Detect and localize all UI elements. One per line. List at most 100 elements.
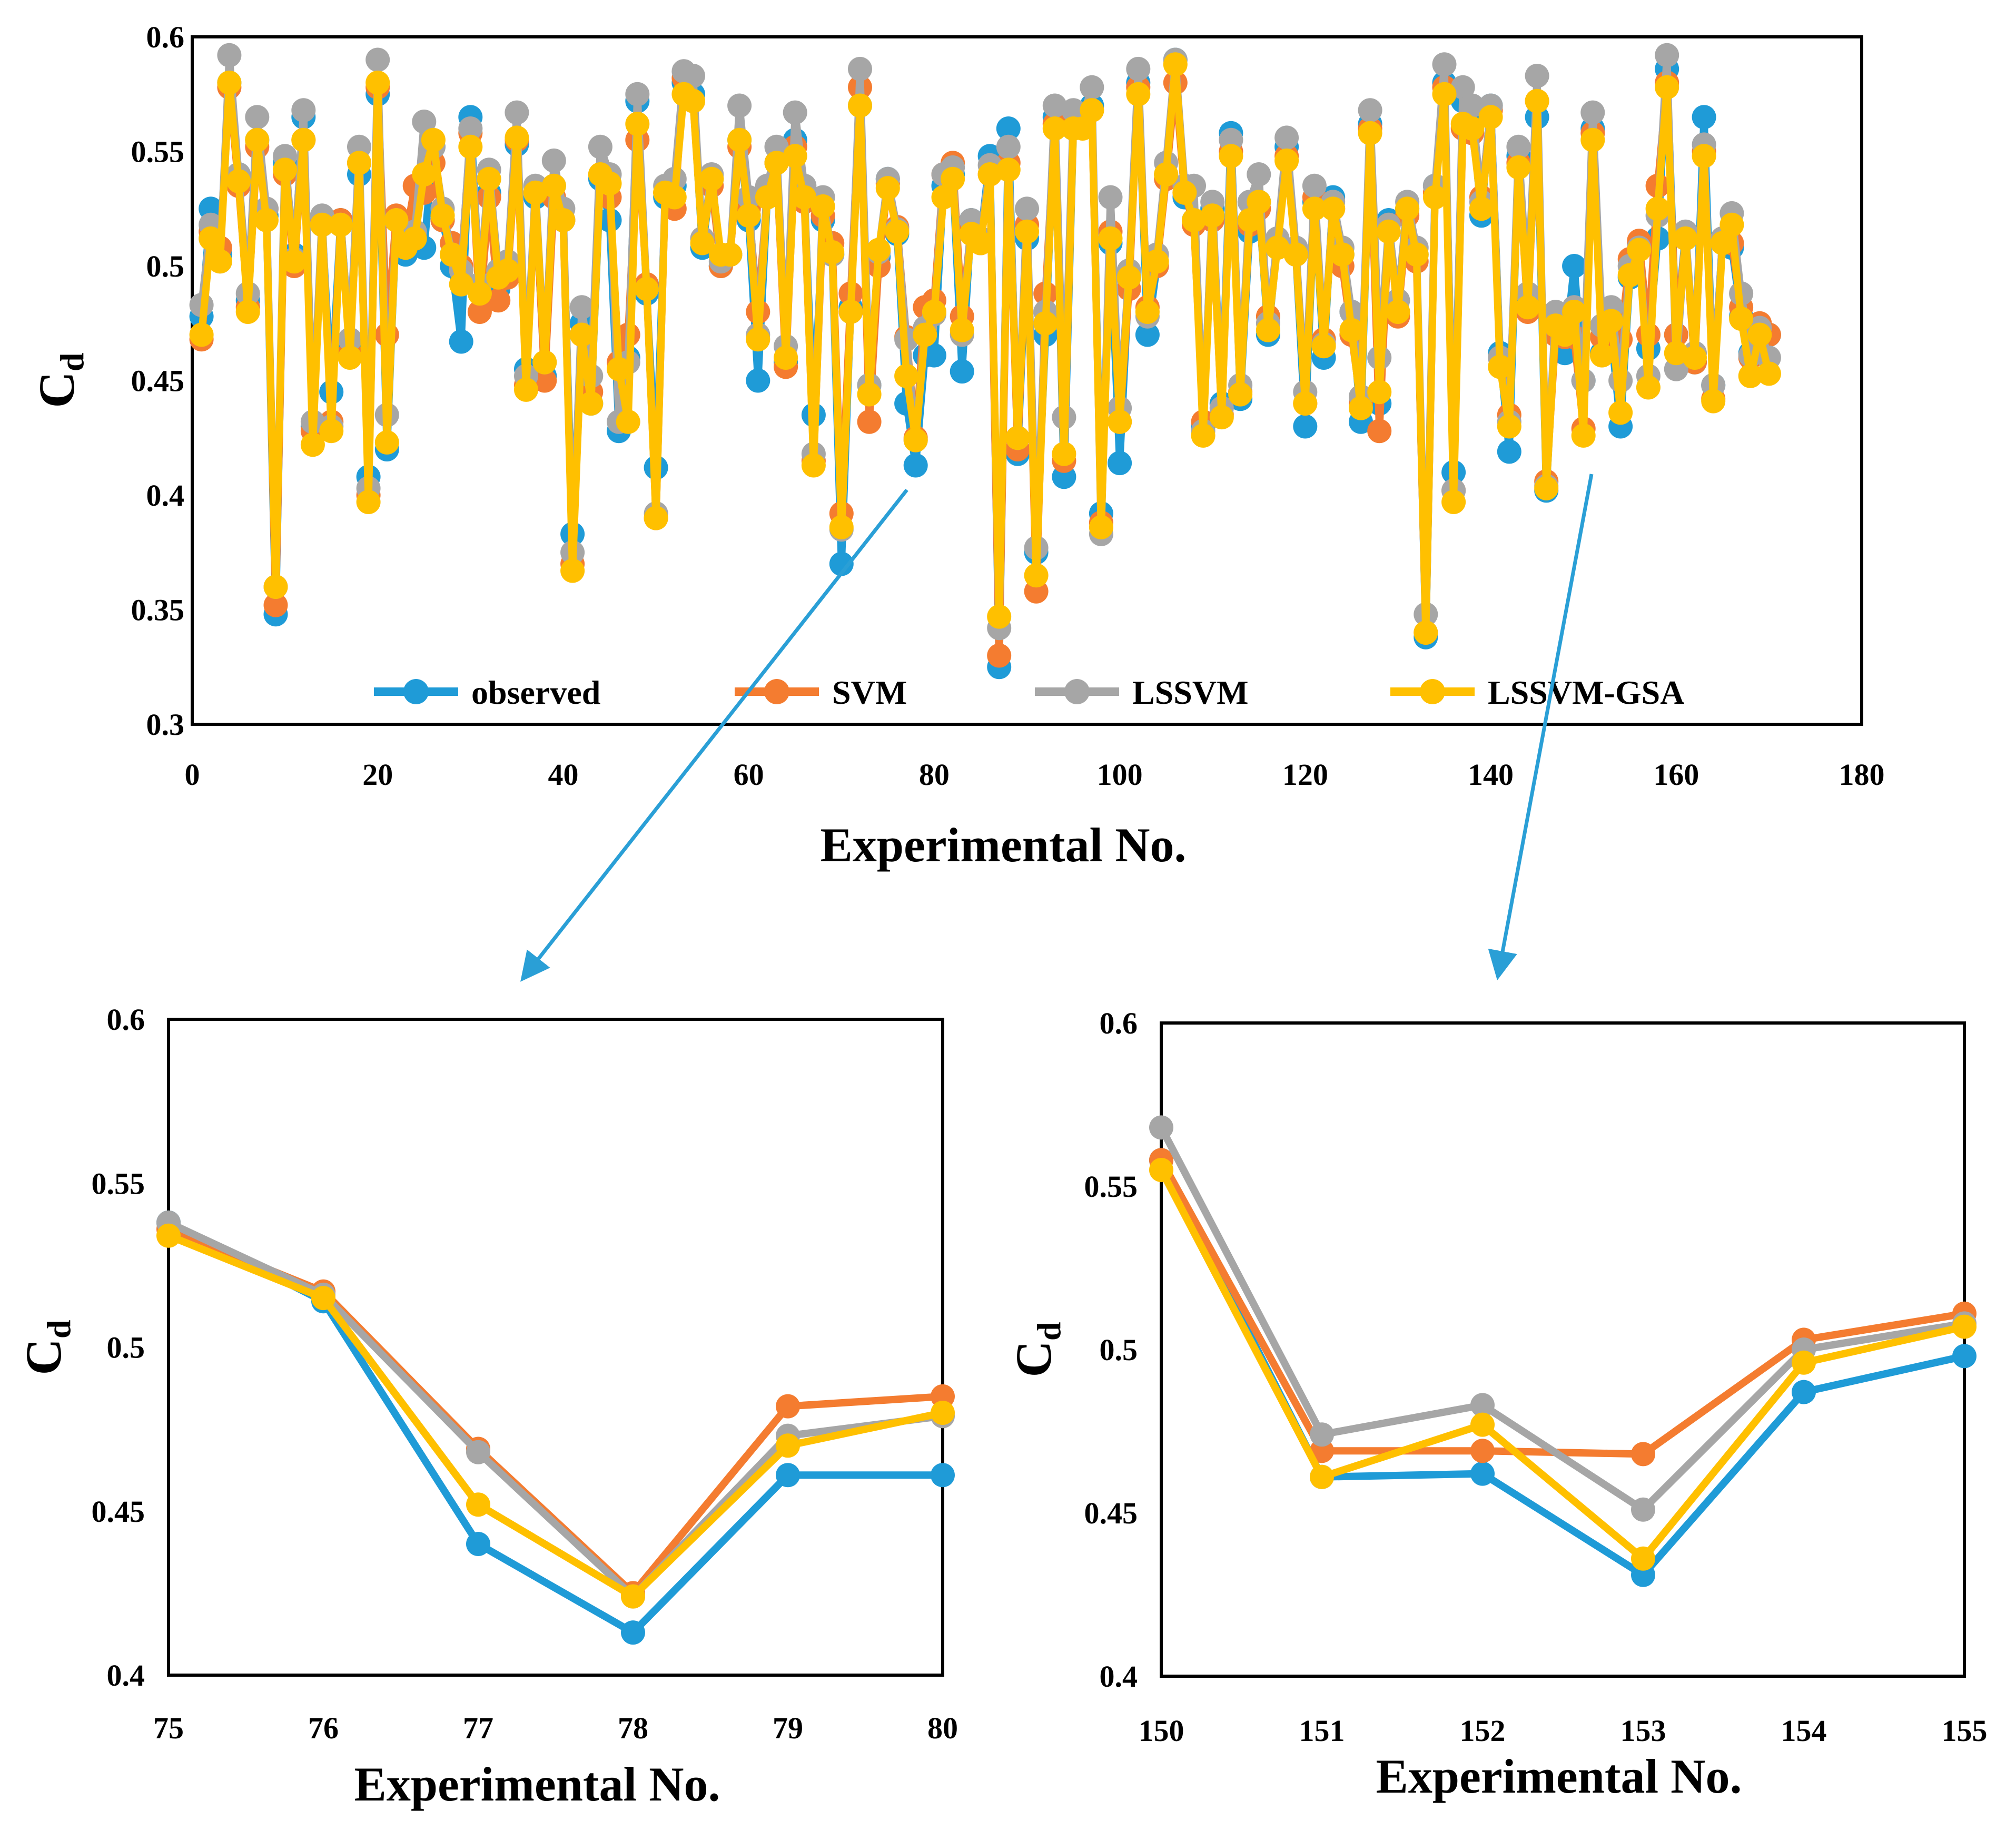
series-line-observed [1158, 1156, 1968, 1579]
data-point-lssvm-gsa [1376, 219, 1401, 244]
zoom-right-y-ticks: 0.4 0.45 0.5 0.55 0.6 [1084, 1006, 1138, 1694]
y-tick-label: 0.4 [146, 478, 185, 513]
data-point-lssvm-gsa [1302, 196, 1327, 221]
data-point-lssvm-gsa [1608, 400, 1633, 425]
data-point-lssvm-gsa [1042, 116, 1067, 141]
data-point-lssvm-gsa [1599, 309, 1624, 333]
data-point-lssvm-gsa [894, 363, 919, 388]
y-tick-label: 0.5 [1100, 1333, 1138, 1367]
data-point-lssvm-gsa [273, 158, 298, 182]
legend: observed SVM LSSVM LSSVM-GSA [374, 674, 1684, 711]
y-tick-label: 0.55 [92, 1166, 145, 1201]
x-tick-label: 0 [185, 757, 200, 792]
series-line-lssvm-gsa [165, 1232, 946, 1600]
data-point-lssvm-gsa [1256, 318, 1280, 342]
data-point-lssvm-gsa [466, 1492, 490, 1517]
data-point-lssvm-gsa [1358, 121, 1382, 145]
data-point-observed [950, 359, 974, 384]
data-point-lssvm-gsa [774, 346, 798, 370]
data-point-lssvm-gsa [1149, 1158, 1173, 1182]
data-point-lssvm-gsa [1089, 515, 1113, 539]
data-point-lssvm-gsa [875, 176, 900, 201]
main-x-axis-label: Experimental No. [820, 818, 1186, 872]
zoom-left-y-axis-label: Cd [15, 1320, 77, 1375]
data-point-lssvm-gsa [467, 281, 492, 306]
data-point-svm [857, 409, 882, 434]
data-point-lssvm [1655, 43, 1679, 67]
data-point-lssvm-gsa [644, 506, 668, 530]
data-point-lssvm [625, 82, 650, 106]
series-line-svm [1158, 1156, 1968, 1458]
legend-svm: SVM [735, 674, 907, 711]
data-point-lssvm-gsa [1516, 295, 1540, 320]
data-point-observed [466, 1532, 490, 1556]
data-point-lssvm-gsa [356, 490, 381, 514]
main-plot-frame [191, 35, 1863, 726]
legend-lssvm: LSSVM [1035, 674, 1249, 711]
data-point-svm [532, 368, 557, 393]
data-point-svm [486, 288, 511, 313]
data-point-lssvm-gsa [291, 127, 316, 152]
series-line-lssvm [165, 1218, 946, 1600]
data-point-lssvm-gsa [1497, 414, 1521, 439]
data-point-svm [776, 1394, 800, 1419]
data-point-lssvm-gsa [458, 134, 483, 159]
data-point-lssvm-gsa [941, 166, 965, 191]
data-point-observed [931, 1463, 955, 1488]
data-point-lssvm-gsa [1098, 226, 1123, 251]
data-point-svm [467, 300, 492, 324]
data-point-lssvm-gsa [968, 231, 993, 255]
x-tick-label: 160 [1653, 757, 1699, 792]
data-point-lssvm [783, 100, 807, 125]
data-point-lssvm-gsa [1692, 144, 1716, 169]
data-point-lssvm [1460, 93, 1485, 118]
legend-svm-label: SVM [832, 674, 907, 711]
data-point-lssvm-gsa [885, 219, 910, 244]
data-point-lssvm-gsa [1414, 621, 1438, 645]
legend-lssvm-label: LSSVM [1132, 674, 1249, 711]
data-point-lssvm-gsa [189, 322, 214, 347]
data-point-lssvm-gsa [347, 151, 371, 175]
x-tick-label: 180 [1839, 757, 1885, 792]
data-point-lssvm-gsa [217, 71, 242, 95]
data-point-lssvm-gsa [421, 127, 446, 152]
data-point-lssvm-gsa [440, 242, 465, 267]
zoom-left-x-axis-label: Experimental No. [354, 1757, 720, 1811]
data-point-lssvm [848, 56, 872, 81]
data-point-lssvm [569, 295, 594, 320]
zoom-left-y-axis-label-sub: d [40, 1320, 77, 1339]
data-point-lssvm [1432, 52, 1457, 77]
data-point-lssvm-gsa [718, 242, 743, 267]
data-point-lssvm-gsa [207, 249, 232, 274]
data-point-lssvm [1470, 1393, 1495, 1418]
data-point-observed [1692, 105, 1716, 130]
data-point-lssvm-gsa [449, 272, 473, 297]
data-point-lssvm [1080, 75, 1104, 100]
x-tick-label: 100 [1097, 757, 1143, 792]
y-tick-label: 0.35 [131, 593, 185, 627]
data-point-lssvm [1631, 1497, 1655, 1522]
data-point-lssvm-gsa [1154, 162, 1179, 186]
data-point-lssvm-gsa [764, 151, 789, 175]
x-tick-label: 75 [153, 1711, 184, 1745]
data-point-lssvm-gsa [1952, 1314, 1977, 1339]
data-point-observed [746, 368, 770, 393]
data-point-lssvm-gsa [1024, 563, 1049, 588]
data-point-lssvm-gsa [1116, 265, 1141, 290]
legend-observed: observed [374, 674, 600, 711]
zoom-arrow-right [1488, 474, 1594, 981]
data-point-lssvm-gsa [1237, 208, 1262, 232]
data-point-lssvm [1580, 100, 1605, 125]
data-point-lssvm [996, 134, 1021, 159]
zoom-right-series [1149, 1115, 1977, 1587]
data-point-svm [987, 643, 1012, 668]
data-point-lssvm [1525, 64, 1549, 88]
data-point-observed [1497, 439, 1521, 464]
data-point-lssvm-gsa [1525, 88, 1549, 113]
data-point-lssvm-gsa [1534, 476, 1559, 500]
data-point-lssvm-gsa [1293, 391, 1318, 416]
data-point-lssvm-gsa [820, 240, 845, 264]
data-point-lssvm-gsa [931, 1401, 955, 1425]
data-point-lssvm-gsa [254, 208, 279, 232]
data-point-lssvm-gsa [625, 112, 650, 136]
